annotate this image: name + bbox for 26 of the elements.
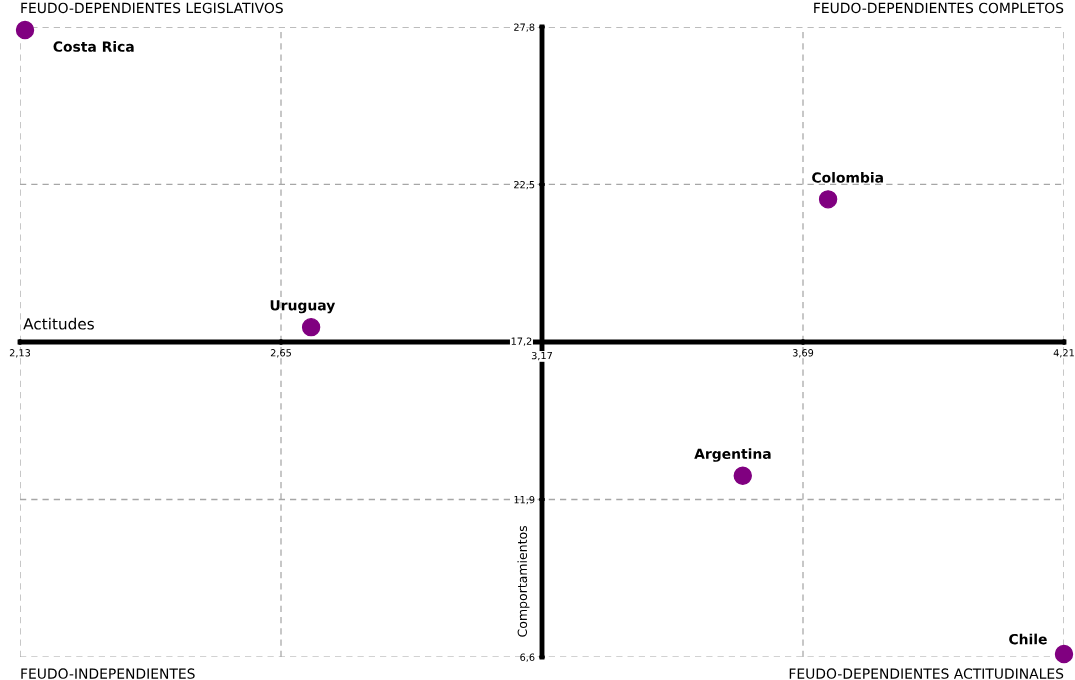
point [733, 466, 752, 485]
y-tick-label: 27,8 [514, 23, 535, 32]
text: FEUDO-DEPENDIENTES COMPLETOS [814, 2, 1064, 14]
point [1054, 644, 1074, 664]
point [301, 317, 321, 337]
x-tick-label: 3,69 [792, 349, 814, 358]
x-axis-title: Actitudes [23, 317, 94, 330]
x-tick-label: 2,65 [270, 349, 291, 358]
y-tick-label: 22,5 [514, 180, 535, 190]
annotation: Chile [1009, 633, 1047, 645]
text: FEUDO-DEPENDIENTES LEGISLATIVOS [21, 2, 283, 14]
text: FEUDO-INDEPENDIENTES [21, 668, 195, 679]
y-axis-title: Comportamientos [517, 525, 530, 637]
annotation: Colombia [812, 172, 883, 183]
annotation: Costa Rica [53, 41, 134, 52]
x-tick-label: 4,21 [1053, 349, 1074, 358]
y-tick-label: 11,9 [514, 495, 535, 505]
point [818, 190, 838, 209]
annotation: Argentina [694, 448, 771, 462]
annotation: Uruguay [270, 300, 336, 314]
text: FEUDO-DEPENDIENTES ACTITUDINALES [789, 668, 1064, 679]
point [15, 20, 35, 40]
y-tick-label: 17,2 [511, 337, 532, 346]
y-tick-label: 6,6 [520, 653, 535, 662]
x-tick-label: 2,13 [9, 349, 31, 358]
x-tick-label: 3,17 [531, 351, 552, 361]
